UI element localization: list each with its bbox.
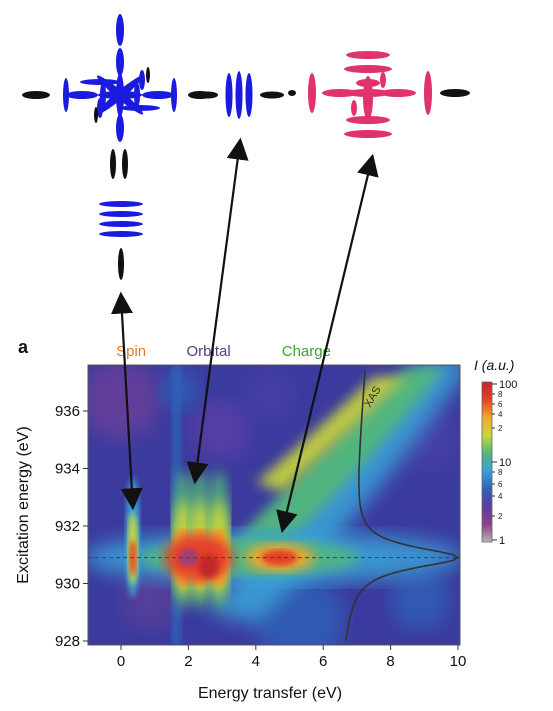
colorbar-minor-label: 4 (498, 492, 503, 501)
colorbar-minor-label: 2 (498, 512, 503, 521)
x-tick-label: 6 (319, 653, 327, 670)
heatmap-plot: XAS (87, 364, 461, 646)
colorbar-major-label: 10 (499, 457, 511, 469)
x-tick-label: 8 (386, 653, 394, 670)
colorbar-minor-label: 8 (498, 468, 503, 477)
colorbar-minor-label: 6 (498, 480, 503, 489)
colorbar-major-label: 100 (499, 379, 517, 391)
orbital-core-dark (198, 554, 219, 579)
colorbar-minor-label: 2 (498, 424, 503, 433)
arrow-charge (276, 153, 379, 534)
x-tick-label: 10 (450, 653, 467, 670)
y-tick-label: 934 (55, 461, 80, 478)
lobe (380, 89, 416, 97)
lobe (66, 91, 98, 99)
heatmap-texture (245, 370, 295, 420)
lobe (99, 211, 143, 217)
lobe (116, 14, 124, 46)
lobe (346, 51, 390, 59)
lobe (96, 75, 144, 115)
y-tick-label: 928 (55, 633, 80, 650)
lobe (142, 91, 174, 99)
y-axis: 928 930 932 934 936 (55, 403, 88, 650)
ligand-lobe (110, 149, 116, 179)
y-tick-label: 930 (55, 576, 80, 593)
ligand-lobe (94, 107, 98, 123)
lobe (225, 73, 233, 117)
orbital-orbital-diagram (198, 71, 284, 119)
lobe (322, 89, 358, 97)
colorbar-minor-label: 6 (498, 400, 503, 409)
arrow-orbital (186, 137, 249, 485)
plot-frame (87, 364, 461, 646)
lobe (351, 100, 357, 116)
colorbar-bar (481, 381, 493, 543)
top-label-spin: Spin (116, 343, 146, 360)
x-axis: 0 2 4 6 8 10 (117, 645, 467, 670)
lobe (308, 73, 316, 113)
colorbar-major-label: 1 (499, 535, 505, 547)
lobe (80, 79, 120, 85)
x-axis-label: Energy transfer (eV) (198, 685, 342, 702)
colorbar-minor-label: 4 (498, 410, 503, 419)
lobe (344, 130, 392, 138)
ligand-lobe (260, 91, 284, 99)
lobe (99, 231, 143, 237)
lobe (380, 72, 386, 88)
lobe (346, 116, 390, 124)
lobe (235, 71, 243, 119)
lobe (245, 73, 253, 117)
arrow-spin (111, 291, 143, 511)
charge-orbital-diagram (288, 51, 470, 138)
x-tick-label: 4 (252, 653, 260, 670)
lobe (171, 78, 177, 112)
ligand-lobe (122, 149, 128, 179)
ligand-lobe (198, 91, 218, 99)
ligand-lobe (288, 90, 296, 96)
heatmap-texture (88, 365, 160, 440)
lobe (134, 82, 140, 108)
heatmap-body (88, 365, 460, 645)
lobe (139, 70, 145, 90)
arrows (111, 137, 379, 534)
y-axis-label: Excitation energy (eV) (15, 426, 32, 583)
y-tick-label: 936 (55, 403, 80, 420)
ligand-lobe (22, 91, 50, 99)
lobe (99, 201, 143, 207)
lobe (116, 48, 124, 76)
top-label-orbital: Orbital (187, 343, 231, 360)
spin-orbital-diagram (22, 14, 212, 280)
ligand-lobe (146, 67, 150, 83)
colorbar-title: I (a.u.) (474, 357, 514, 373)
lobe (120, 105, 160, 111)
heatmap-texture (390, 570, 450, 630)
lobe (363, 76, 373, 120)
colorbar-minor-label: 8 (498, 390, 503, 399)
lobe (424, 71, 432, 115)
lobe (116, 114, 124, 142)
x-tick-label: 0 (117, 653, 125, 670)
lobe (346, 89, 390, 97)
top-labels: Spin Orbital Charge (116, 343, 331, 360)
lobe (344, 65, 392, 73)
ligand-lobe (440, 89, 470, 97)
lobe (63, 78, 69, 112)
x-tick-label: 2 (184, 653, 192, 670)
y-tick-label: 932 (55, 518, 80, 535)
lobe (99, 221, 143, 227)
lobe (97, 98, 103, 118)
ligand-lobe (118, 248, 124, 280)
panel-letter: a (18, 337, 29, 357)
